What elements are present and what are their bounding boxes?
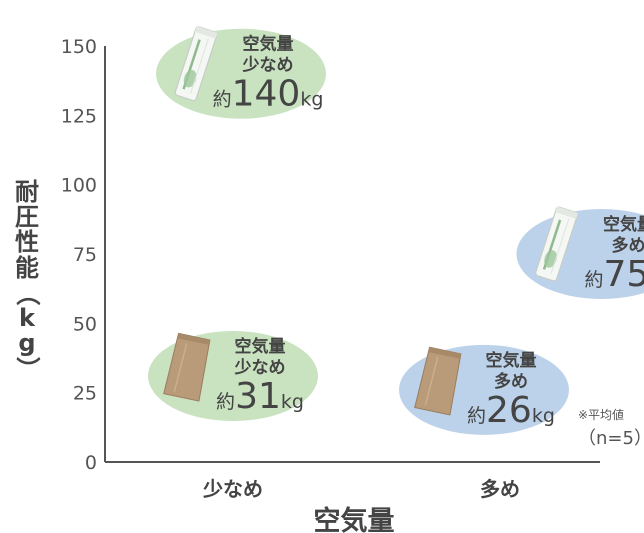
annotation-title: 少なめ: [242, 56, 294, 76]
value-unit: kg: [281, 391, 304, 413]
annotation-title: 空気量: [243, 34, 294, 55]
y-axis-label-char: 能: [15, 253, 39, 282]
value-approx: 約: [467, 405, 486, 427]
value-label: 約140kg: [213, 74, 324, 115]
kraft-pouch-icon: [414, 346, 462, 416]
clear-bag-icon: [535, 206, 579, 282]
value-label: 約26kg: [467, 390, 555, 431]
value-unit: kg: [300, 89, 323, 111]
y-tick-label: 100: [61, 175, 97, 197]
annotation-title: 少なめ: [234, 358, 286, 378]
annotation-title: 空気量: [235, 336, 286, 357]
annotation-title: 空気量: [603, 214, 644, 235]
x-axis-label: 空気量: [314, 505, 395, 533]
annotation-title: 空気量: [485, 350, 536, 371]
y-tick-label: 75: [73, 244, 97, 266]
value-number: 31: [235, 376, 281, 417]
value-number: 140: [232, 74, 301, 115]
y-tick-label: 50: [73, 313, 97, 335]
data-point-group: 空気量多め約75kg: [516, 206, 644, 299]
y-axis-label-char: k: [19, 303, 35, 332]
y-axis-label-char: （: [13, 281, 42, 306]
y-tick-label: 150: [61, 36, 97, 58]
x-category-label: 少なめ: [202, 477, 263, 501]
y-tick-label: 25: [73, 383, 97, 405]
value-approx: 約: [213, 89, 232, 111]
annotation-title: 多め: [494, 371, 528, 392]
clear-bag-icon: [174, 26, 218, 102]
y-axis-label-char: 性: [15, 228, 39, 257]
y-tick-label: 125: [61, 105, 97, 127]
y-tick-label: 0: [85, 452, 97, 474]
note-sample-size: （n=5）: [578, 428, 644, 449]
kraft-pouch-icon: [163, 332, 211, 402]
value-number: 26: [486, 390, 532, 431]
value-approx: 約: [585, 269, 604, 291]
value-label: 約75kg: [585, 254, 644, 295]
x-category-label: 多め: [480, 477, 520, 501]
value-unit: kg: [532, 405, 555, 427]
y-axis-label: 耐圧性能（k g）: [12, 178, 42, 382]
value-approx: 約: [216, 391, 235, 413]
annotation-title: 多め: [611, 235, 644, 256]
y-axis-label-char: g: [18, 329, 36, 358]
note-average: ※平均値: [578, 408, 625, 422]
value-label: 約31kg: [216, 376, 304, 417]
y-axis-label-char: 圧: [15, 203, 39, 232]
value-number: 75: [604, 254, 644, 295]
average-note: ※平均値 （n=5）: [578, 406, 644, 450]
y-axis-label-char: ）: [13, 356, 42, 381]
y-axis-label-char: 耐: [15, 178, 39, 206]
